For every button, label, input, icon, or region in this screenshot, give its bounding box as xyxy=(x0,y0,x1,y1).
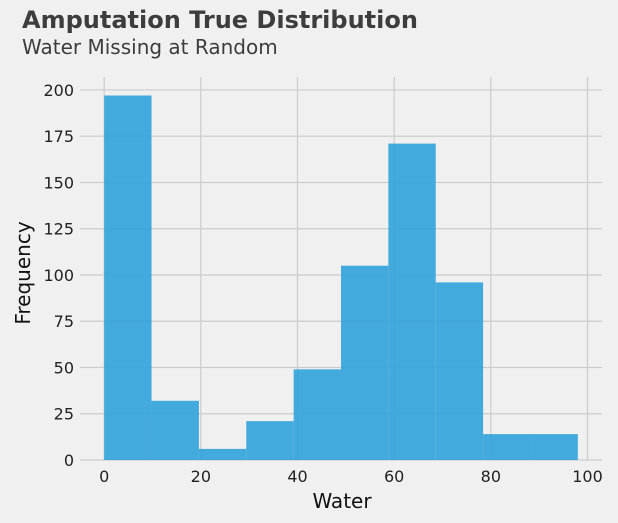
y-tick-label: 125 xyxy=(43,220,74,239)
histogram-bar xyxy=(388,143,436,460)
x-tick-label: 0 xyxy=(99,467,109,486)
histogram-bar xyxy=(198,448,247,460)
histogram-bars xyxy=(104,95,578,461)
histogram-bar xyxy=(151,400,199,460)
x-axis-label: Water xyxy=(312,489,372,513)
histogram-bar xyxy=(341,265,389,460)
x-tick-label: 80 xyxy=(481,467,501,486)
histogram-bar xyxy=(246,421,294,460)
x-tick-label: 20 xyxy=(191,467,211,486)
chart-subtitle: Water Missing at Random xyxy=(22,35,278,59)
x-tick-labels: 0 20 40 60 80 100 xyxy=(99,467,603,486)
histogram-bar xyxy=(530,434,578,460)
x-tick-label: 60 xyxy=(384,467,404,486)
histogram-bar xyxy=(104,95,152,461)
histogram-bar xyxy=(293,369,341,460)
y-tick-label: 25 xyxy=(54,405,74,424)
x-tick-label: 40 xyxy=(287,467,307,486)
x-tick-label: 100 xyxy=(572,467,603,486)
y-tick-label: 200 xyxy=(43,81,74,100)
y-tick-label: 0 xyxy=(64,451,74,470)
y-tick-label: 150 xyxy=(43,173,74,192)
histogram-bar xyxy=(435,282,484,460)
y-tick-labels: 0 25 50 75 100 125 150 175 200 xyxy=(43,81,74,470)
chart-title: Amputation True Distribution xyxy=(22,6,418,34)
histogram-bar xyxy=(483,434,531,460)
y-tick-label: 50 xyxy=(54,358,74,377)
y-tick-label: 100 xyxy=(43,266,74,285)
y-axis-label: Frequency xyxy=(11,221,35,324)
y-tick-label: 175 xyxy=(43,127,74,146)
y-tick-label: 75 xyxy=(54,312,74,331)
grid-lines xyxy=(80,77,602,461)
